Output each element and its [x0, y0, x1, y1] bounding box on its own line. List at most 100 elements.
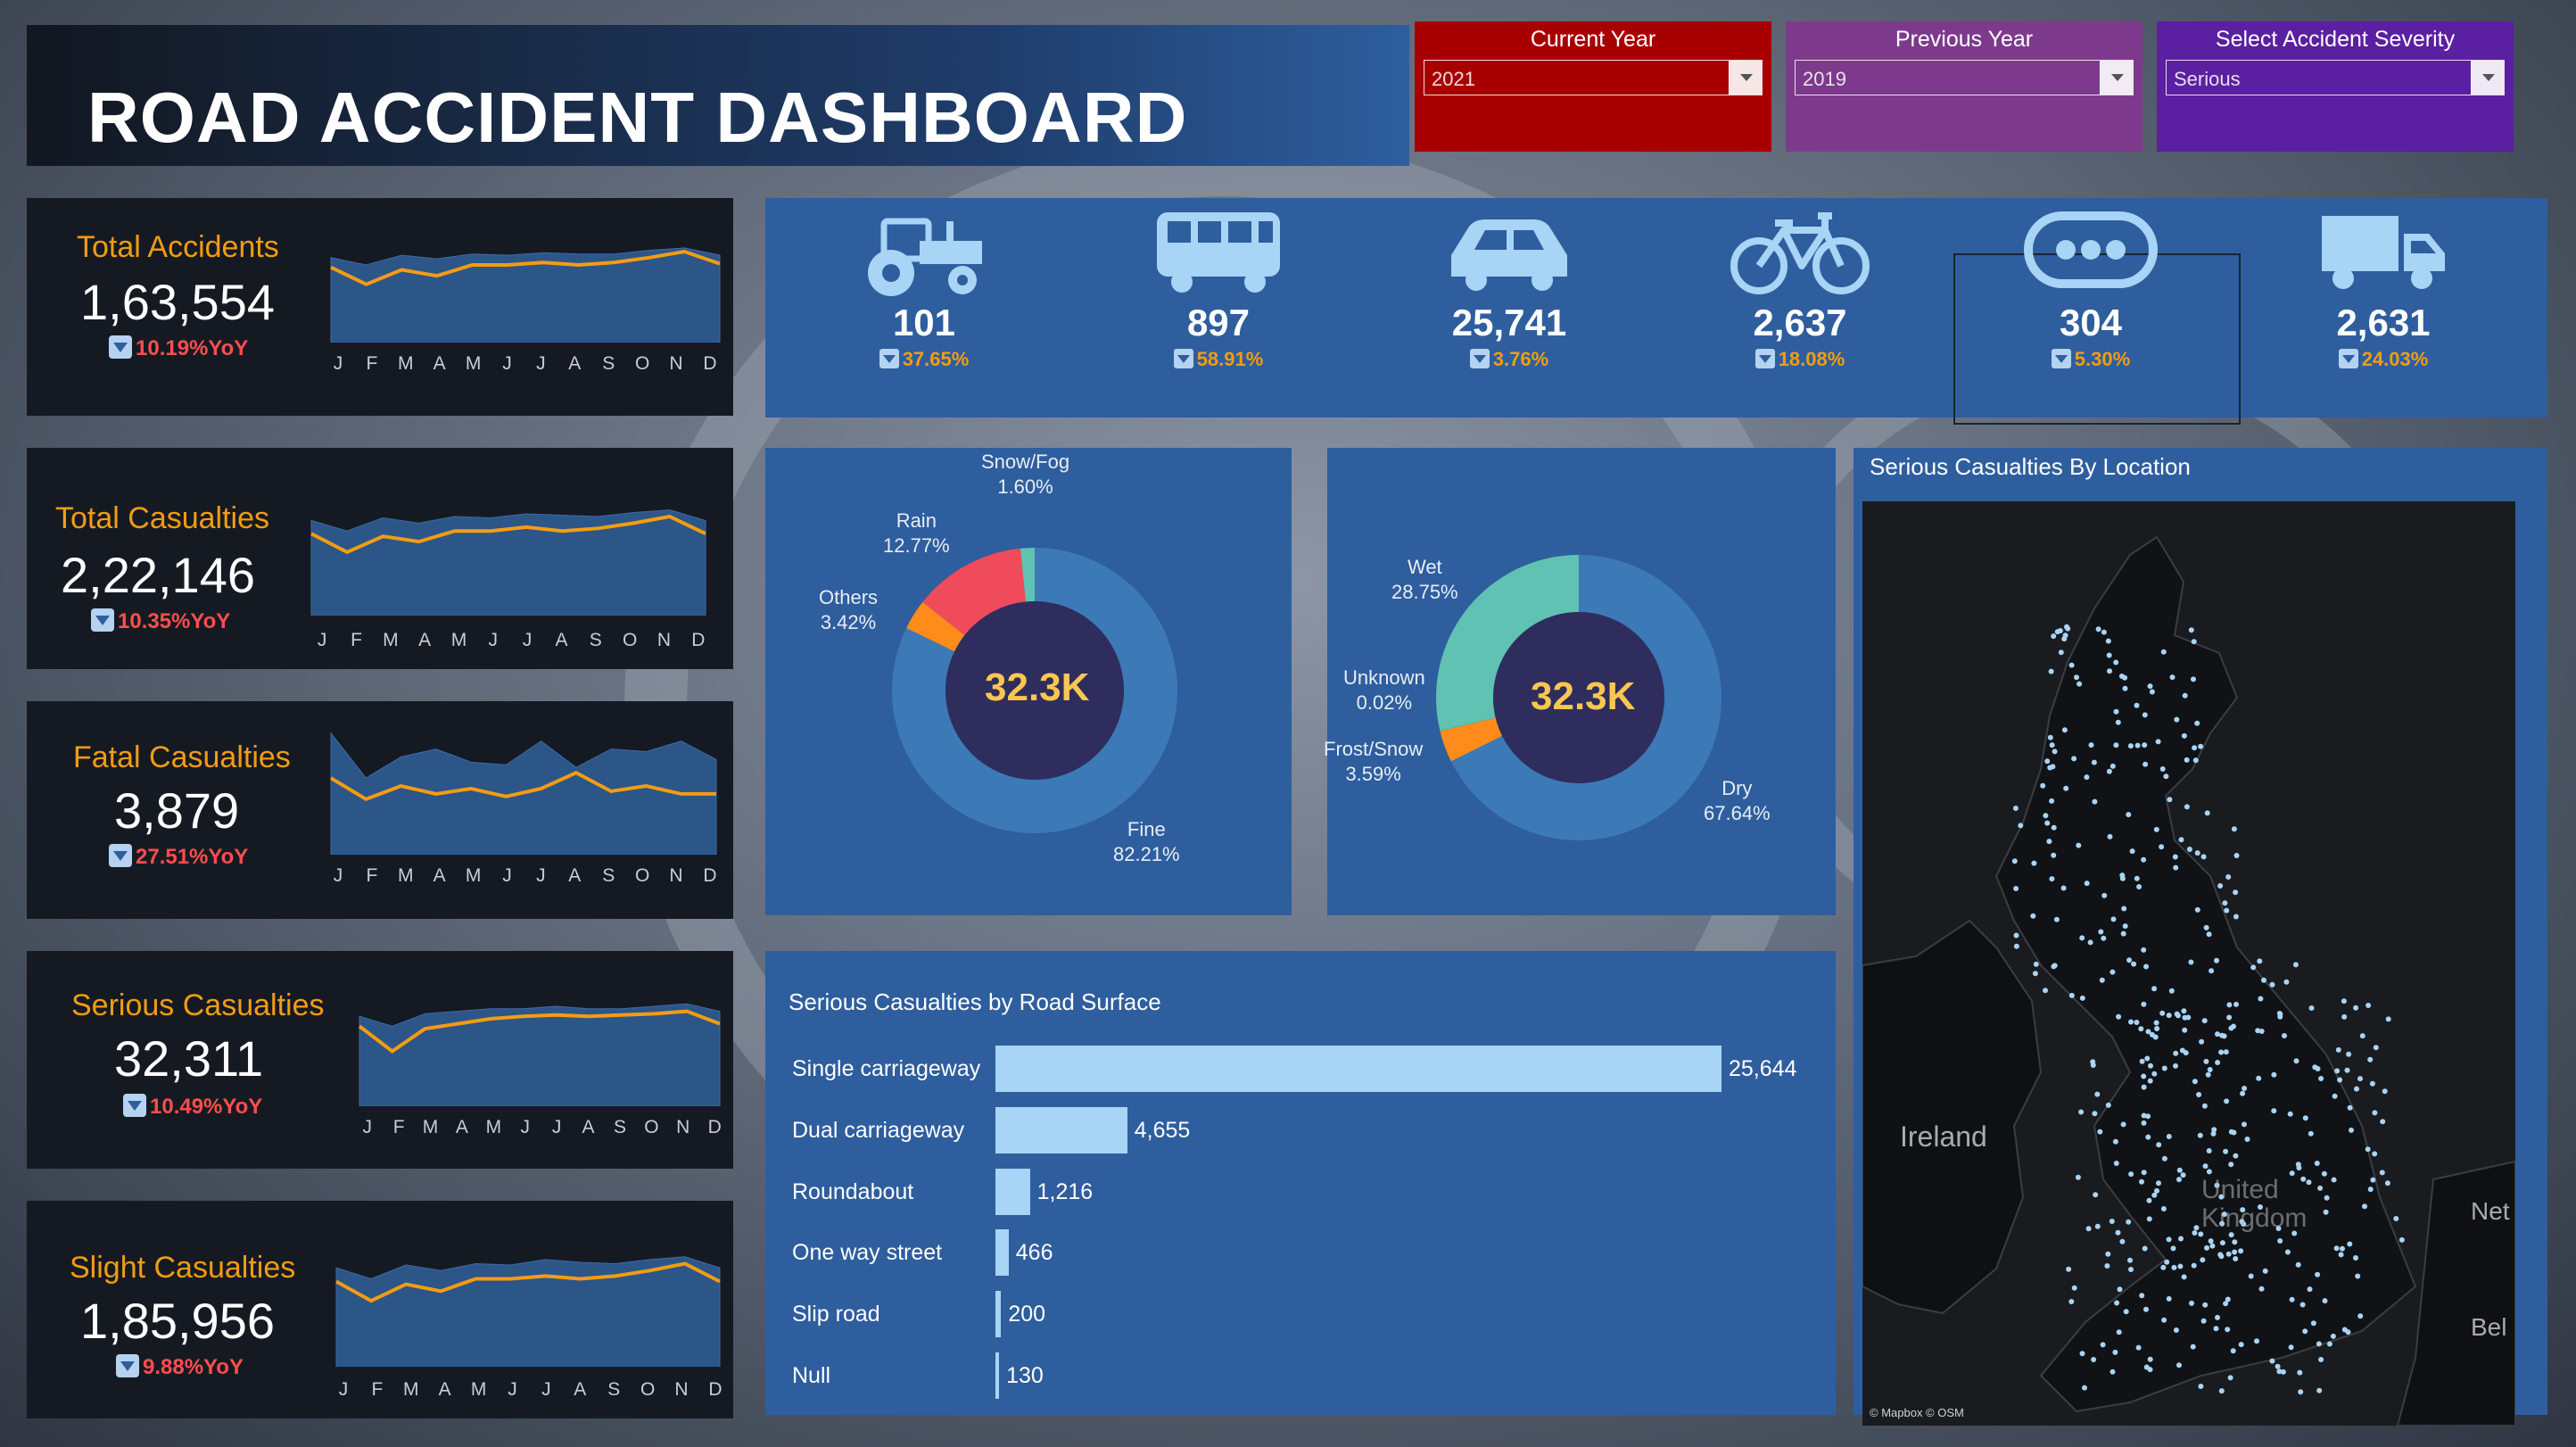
month-tick: D	[691, 630, 706, 650]
casualty-dot	[2145, 1113, 2151, 1120]
bar[interactable]	[995, 1352, 1000, 1399]
bus-icon	[1129, 202, 1308, 302]
bar[interactable]	[995, 1291, 1002, 1337]
casualty-dot	[2052, 963, 2058, 969]
casualty-dot	[2177, 1263, 2184, 1269]
vehicle-bus[interactable]: 897 58.91%	[1129, 202, 1308, 371]
current-year-select[interactable]: 2021	[1424, 60, 1763, 95]
casualty-dot	[2292, 962, 2299, 968]
current-year-value: 2021	[1432, 68, 1475, 90]
casualty-dot	[2075, 1174, 2081, 1180]
casualty-dot	[2032, 971, 2038, 977]
surface_donut-label: Frost/Snow 3.59%	[1324, 737, 1423, 787]
casualty-dot	[2115, 719, 2121, 725]
slice-pct: 28.75%	[1391, 581, 1458, 603]
bar[interactable]	[995, 1229, 1009, 1276]
month-tick: O	[640, 1379, 656, 1400]
filter-current-year[interactable]: Current Year 2021	[1415, 21, 1771, 152]
casualty-dot	[2341, 1013, 2348, 1020]
casualty-dot	[2258, 1029, 2265, 1034]
casualty-dot	[2172, 854, 2178, 860]
casualty-dot	[2228, 1232, 2234, 1238]
month-tick: S	[589, 630, 602, 650]
casualty-dot	[2393, 1216, 2399, 1221]
casualty-dot	[2347, 1104, 2353, 1111]
casualty-dot	[2232, 1249, 2238, 1255]
month-tick: N	[656, 630, 672, 650]
casualty-dot	[2113, 742, 2119, 748]
bar[interactable]	[995, 1107, 1127, 1153]
casualty-dot	[2194, 720, 2200, 726]
casualty-dot	[2033, 961, 2039, 967]
casualty-dot	[2184, 804, 2190, 810]
casualty-dot	[2233, 914, 2239, 920]
month-tick: J	[522, 630, 533, 650]
casualty-dot	[2170, 1245, 2176, 1252]
month-tick: J	[317, 630, 327, 650]
chevron-down-icon[interactable]	[2100, 61, 2133, 95]
month-tick: F	[371, 1379, 384, 1400]
location-map[interactable]: Ireland United Kingdom Net Bel © Mapbox …	[1862, 501, 2515, 1426]
vehicle-car[interactable]: 25,741 3.76%	[1420, 202, 1598, 371]
casualty-dot	[2141, 1001, 2147, 1007]
casualty-dot	[2166, 1236, 2172, 1243]
casualty-dot	[2189, 1300, 2194, 1306]
casualty-dot	[2280, 1368, 2286, 1375]
month-tick: J	[333, 865, 343, 886]
vehicle-truck[interactable]: 2,631 24.03%	[2294, 202, 2473, 371]
month-tick: O	[644, 1117, 659, 1137]
down-arrow-icon	[1469, 349, 1490, 368]
accident-severity-value: Serious	[2174, 68, 2241, 90]
month-tick: J	[333, 353, 343, 374]
vehicle-yoy-text: 5.30%	[2074, 348, 2131, 370]
vehicle-tractor[interactable]: 101 37.65%	[835, 202, 1013, 371]
casualty-dot	[2227, 1375, 2233, 1381]
slice-pct: 82.21%	[1113, 843, 1180, 865]
casualty-dot	[2101, 629, 2107, 635]
casualty-dot	[2283, 979, 2290, 985]
casualty-dot	[2239, 1219, 2245, 1225]
casualty-dot	[2293, 1058, 2299, 1064]
down-arrow-icon	[2051, 349, 2071, 368]
casualty-dot	[2344, 1067, 2350, 1073]
casualty-dot	[2225, 1251, 2232, 1257]
bar[interactable]	[995, 1046, 1721, 1092]
casualty-dot	[2213, 1326, 2219, 1332]
accident-severity-select[interactable]: Serious	[2166, 60, 2505, 95]
casualty-dot	[2173, 864, 2179, 871]
casualty-dot	[2053, 916, 2060, 922]
filter-accident-severity[interactable]: Select Accident Severity Serious	[2157, 21, 2514, 152]
month-tick: S	[613, 1117, 626, 1137]
casualty-dot	[2057, 628, 2063, 633]
casualty-dot	[2141, 947, 2147, 953]
bar-label: Roundabout	[792, 1179, 914, 1204]
casualty-dot	[2147, 683, 2153, 690]
vehicle-others[interactable]: 304 5.30%	[2002, 202, 2180, 371]
chevron-down-icon[interactable]	[1729, 61, 1762, 95]
casualty-dot	[2085, 1226, 2092, 1232]
casualty-dot	[2230, 1348, 2236, 1354]
casualty-dot	[2044, 758, 2051, 765]
casualty-dot	[2079, 995, 2085, 1001]
vehicle-bicycle[interactable]: 2,637 18.08%	[1711, 202, 1889, 371]
casualty-dot	[2199, 1038, 2205, 1045]
filter-previous-year[interactable]: Previous Year 2019	[1786, 21, 2143, 152]
casualty-dot	[2226, 1002, 2233, 1008]
casualty-dot	[2012, 806, 2019, 811]
chevron-down-icon[interactable]	[2471, 61, 2504, 95]
casualty-dot	[2310, 1320, 2316, 1327]
casualty-dot	[2321, 1170, 2327, 1177]
casualty-dot	[2326, 1341, 2332, 1347]
casualty-dot	[2031, 860, 2037, 866]
casualty-dot	[2289, 1296, 2295, 1302]
bar[interactable]	[995, 1169, 1030, 1215]
map-label-ireland: Ireland	[1900, 1120, 1987, 1153]
weather_donut-label: Rain 12.77%	[883, 509, 950, 558]
casualty-dot	[2200, 1318, 2207, 1324]
casualty-dot	[2123, 1309, 2129, 1315]
previous-year-select[interactable]: 2019	[1795, 60, 2134, 95]
casualty-dot	[2198, 1231, 2204, 1237]
down-arrow-icon	[91, 608, 114, 632]
casualty-dot	[2049, 876, 2055, 882]
casualty-dot	[2071, 1285, 2077, 1291]
